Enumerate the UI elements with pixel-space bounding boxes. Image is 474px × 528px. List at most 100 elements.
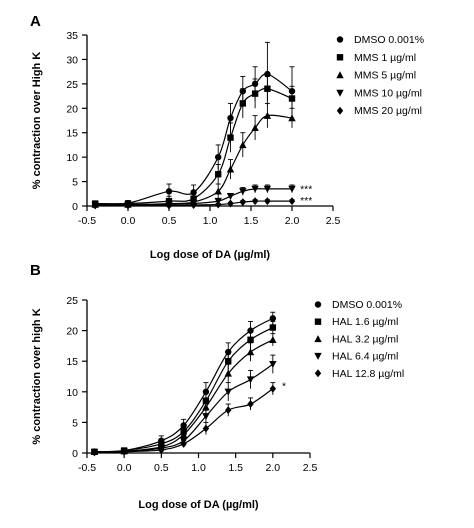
data-point (227, 134, 234, 141)
data-point (180, 439, 187, 448)
legend-label: HAL 1.6 µg/ml (332, 316, 398, 328)
data-point (264, 85, 271, 92)
data-point (224, 388, 232, 396)
data-point (224, 369, 232, 377)
data-point (225, 406, 232, 415)
y-tick-label: 20 (66, 103, 78, 115)
x-tick-label: 1.5 (228, 462, 243, 474)
data-point (246, 376, 255, 384)
data-point (246, 348, 255, 356)
x-tick-label: 0.0 (117, 462, 132, 474)
significance-label: *** (300, 195, 312, 207)
y-tick-label: 35 (66, 30, 78, 42)
x-tick-label: 2.0 (266, 462, 281, 474)
legend-marker (336, 54, 344, 61)
y-tick-label: 5 (72, 417, 78, 429)
legend-marker (336, 89, 344, 97)
series-line (95, 114, 293, 206)
data-point (239, 188, 247, 196)
legend: DMSO 0.001% MMS 1 µg/ml MMS 5 µg/ml MMS 10 … (336, 34, 424, 117)
legend-label: HAL 3.2 µg/ml (332, 333, 398, 345)
data-point (251, 185, 259, 193)
series-4 (91, 382, 277, 457)
y-tick-label: 10 (66, 152, 78, 164)
legend-label: MMS 20 µg/ml (354, 105, 422, 117)
x-tick-label: -0.5 (78, 215, 96, 227)
data-point (120, 447, 128, 456)
y-axis-title: % contraction over High K (31, 52, 43, 190)
legend-label: MMS 10 µg/ml (354, 87, 422, 99)
y-tick-label: 30 (66, 54, 78, 66)
x-tick-label: 1.5 (244, 215, 259, 227)
x-tick-label: -0.5 (78, 462, 96, 474)
legend-label: DMSO 0.001% (354, 34, 424, 46)
chart-panel-a: A -0.5 0.0 0.5 1.0 1.5 2.0 2.5 0 5 10 15 20 25 30 35 Log… (30, 13, 424, 261)
legend-marker (314, 352, 322, 360)
data-point (202, 413, 210, 421)
chart-panel-b: B -0.5 0.0 0.5 1.0 1.5 2.0 2.5 0 5 10 15 20 25 Log dos… (30, 262, 404, 511)
data-point (239, 100, 246, 107)
legend: DMSO 0.001% HAL 1.6 µg/ml HAL 3.2 µg/ml HAL… (314, 299, 404, 380)
series-3 (91, 184, 296, 209)
y-tick-label: 5 (72, 177, 78, 189)
x-tick-label: 2.5 (326, 215, 341, 227)
data-point (288, 95, 296, 102)
legend-label: HAL 12.8 µg/ml (332, 368, 404, 380)
legend-label: MMS 5 µg/ml (354, 70, 416, 82)
data-point (269, 384, 277, 393)
data-point (227, 114, 234, 122)
legend-label: HAL 6.4 µg/ml (332, 351, 398, 363)
panel-label: A (30, 13, 41, 30)
y-tick-label: 0 (72, 448, 78, 460)
data-point (190, 201, 197, 210)
data-point (269, 324, 277, 331)
y-tick-label: 10 (66, 387, 78, 399)
series-0 (92, 41, 296, 207)
data-point (165, 201, 173, 210)
data-point (288, 114, 296, 122)
y-axis-title: % contraction over high K (31, 308, 43, 444)
data-point (225, 358, 232, 365)
data-point (165, 188, 173, 195)
series-4 (92, 197, 296, 210)
data-point (263, 111, 272, 119)
data-point (251, 90, 259, 97)
legend-label: DMSO 0.001% (332, 299, 402, 311)
data-point (215, 200, 222, 209)
y-tick-label: 20 (66, 326, 78, 338)
y-tick-label: 15 (66, 128, 78, 140)
y-tick-label: 25 (66, 295, 78, 307)
data-point (269, 315, 277, 322)
legend-marker (336, 106, 344, 115)
data-point (202, 424, 210, 433)
x-axis-title: Log dose of DA (µg/ml) (150, 249, 271, 261)
x-tick-label: 0.5 (154, 462, 169, 474)
data-point (226, 193, 235, 201)
data-point (202, 403, 210, 411)
x-tick-label: 2.0 (285, 215, 300, 227)
legend-label: MMS 1 µg/ml (354, 52, 416, 64)
series-line (95, 73, 293, 205)
data-point (158, 445, 165, 454)
legend-marker (314, 318, 322, 325)
series-line (95, 88, 293, 205)
legend-marker (314, 301, 322, 308)
x-tick-label: 0.0 (121, 215, 136, 227)
data-point (269, 361, 277, 369)
legend-marker (336, 71, 344, 79)
data-point (247, 336, 254, 343)
series-line (95, 188, 292, 206)
data-point (239, 198, 246, 207)
y-tick-label: 15 (66, 356, 78, 368)
legend-marker (314, 335, 322, 343)
data-point (251, 197, 259, 206)
y-tick-label: 25 (66, 79, 78, 91)
data-point (263, 185, 272, 193)
x-tick-label: 1.0 (203, 215, 218, 227)
data-point (227, 199, 234, 208)
data-point (264, 70, 271, 78)
data-point (215, 153, 222, 161)
significance-label: * (282, 381, 286, 393)
data-point (251, 124, 259, 132)
x-tick-label: 2.5 (303, 462, 318, 474)
